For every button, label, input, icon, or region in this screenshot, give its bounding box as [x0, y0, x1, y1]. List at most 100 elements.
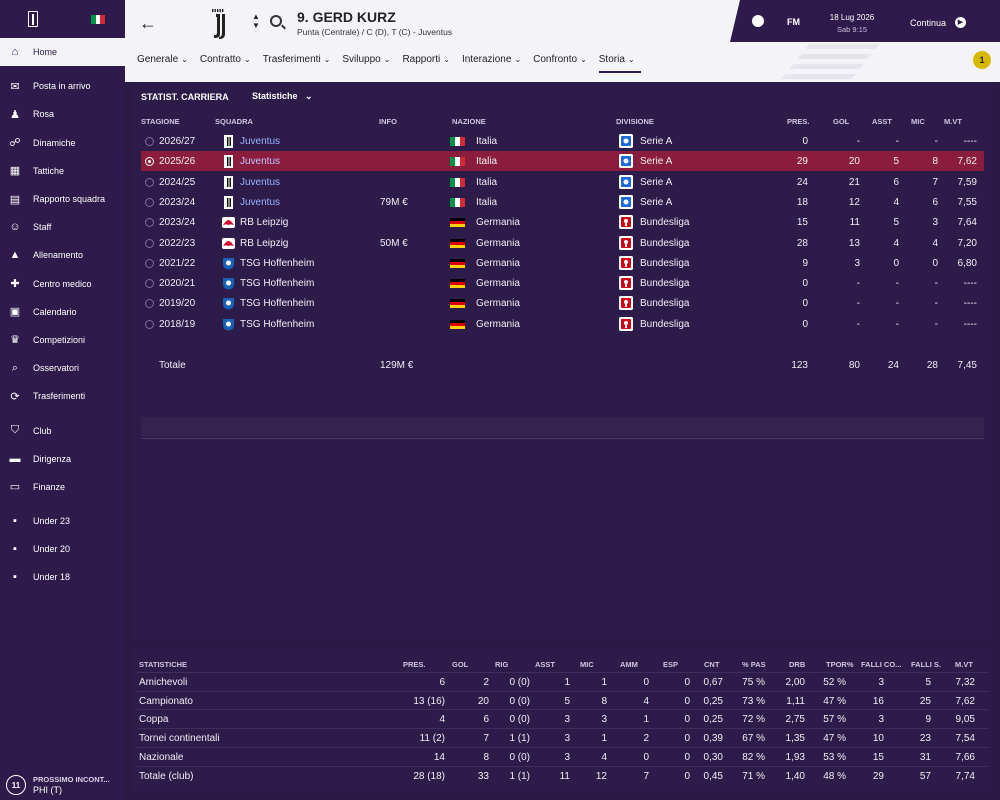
career-row[interactable]: 2022/23 RB Leipzig 50M € Germania Bundesliga… [141, 233, 984, 253]
team-link[interactable]: RB Leipzig [240, 237, 289, 249]
career-row[interactable]: 2023/24 RB Leipzig Germania Bundesliga 15 11 5… [141, 212, 984, 232]
division-link[interactable]: Serie A [640, 136, 673, 147]
stats-dropdown[interactable]: Statistiche ⌄ [252, 91, 313, 102]
italy-flag-icon[interactable] [91, 14, 106, 24]
sidebar-item-competizioni[interactable]: ♛ Competizioni [0, 326, 125, 354]
stats-column-header[interactable]: TPOR% [826, 660, 854, 669]
nation-link[interactable]: Germania [476, 318, 520, 330]
stats-column-header[interactable]: PRES. [403, 660, 426, 669]
sidebar-item-club[interactable]: ⛉ Club [0, 416, 125, 444]
nation-link[interactable]: Italia [476, 136, 498, 147]
tab-contratto[interactable]: Contratto ⌄ [200, 52, 257, 73]
stats-column-header[interactable]: DRB [789, 660, 806, 669]
row-select-radio[interactable] [145, 299, 154, 309]
sidebar-item-trasferimenti[interactable]: ⟳ Trasferimenti [0, 382, 125, 410]
career-row[interactable]: 2026/27 Juventus Italia Serie A 0- - - ---- [141, 131, 984, 151]
stats-column-header[interactable]: M.VT [955, 660, 973, 669]
career-row[interactable]: 2023/24 Juventus 79M € Italia Serie A 18 12 4 6 7… [141, 192, 984, 212]
stats-column-header[interactable]: FALLI S. [911, 660, 941, 669]
stats-column-header[interactable]: ESP [663, 660, 679, 669]
division-link[interactable]: Bundesliga [640, 217, 690, 229]
row-select-radio[interactable] [145, 157, 154, 167]
division-link[interactable]: Bundesliga [640, 257, 690, 269]
tab-generale[interactable]: Generale ⌄ [137, 52, 194, 73]
career-row[interactable]: 2024/25 Juventus Italia Serie A 24 21 6 7 7,59 [141, 172, 984, 192]
career-row[interactable]: 2021/22 TSG Hoffenheim Germania Bundesliga 9… [141, 253, 984, 273]
division-link[interactable]: Bundesliga [640, 278, 690, 290]
sidebar-item-home[interactable]: ⌂ Home [0, 38, 125, 67]
sidebar-item-posta-in-arrivo[interactable]: ✉ Posta in arrivo [0, 72, 125, 100]
division-link[interactable]: Serie A [640, 196, 673, 208]
career-row[interactable]: 2019/20 TSG Hoffenheim Germania Bundesliga 0… [141, 293, 984, 313]
sidebar-item-dirigenza[interactable]: ▬ Dirigenza [0, 445, 125, 473]
sidebar-item-calendario[interactable]: ▣ Calendario [0, 298, 125, 326]
career-row[interactable]: 2018/19 TSG Hoffenheim Germania Bundesliga 0… [141, 314, 984, 334]
stats-column-header[interactable]: MIC [580, 660, 594, 669]
column-header[interactable]: ASST [872, 117, 893, 126]
notification-alert-icon[interactable]: 1 [973, 51, 991, 69]
row-select-radio[interactable] [145, 238, 154, 248]
continue-arrow-icon[interactable]: ▶ [955, 17, 966, 28]
column-header[interactable]: M.VT [944, 117, 962, 126]
tab-storia[interactable]: Storia ⌄ [598, 52, 641, 73]
row-select-radio[interactable] [145, 279, 154, 289]
stats-column-header[interactable]: STATISTICHE [139, 660, 188, 669]
nation-link[interactable]: Germania [476, 237, 520, 249]
team-link[interactable]: RB Leipzig [240, 217, 289, 229]
sidebar-item-rosa[interactable]: ♟ Rosa [0, 100, 125, 128]
column-header[interactable]: SQUADRA [215, 117, 253, 126]
team-link[interactable]: TSG Hoffenheim [240, 318, 315, 330]
division-link[interactable]: Bundesliga [640, 237, 690, 249]
team-link[interactable]: TSG Hoffenheim [240, 278, 315, 290]
sidebar-item-osservatori[interactable]: ⌕ Osservatori [0, 354, 125, 382]
sidebar-item-under-20[interactable]: ▪ Under 20 [0, 535, 125, 563]
sidebar-item-centro-medico[interactable]: ✚ Centro medico [0, 270, 125, 298]
nation-link[interactable]: Germania [476, 278, 520, 290]
stats-column-header[interactable]: FALLI CO... [861, 660, 902, 669]
row-select-radio[interactable] [145, 319, 154, 329]
sidebar-item-under-23[interactable]: ▪ Under 23 [0, 507, 125, 535]
column-header[interactable]: DIVISIONE [616, 117, 654, 126]
nation-link[interactable]: Italia [476, 176, 498, 188]
column-header[interactable]: INFO [379, 117, 397, 126]
division-link[interactable]: Bundesliga [640, 298, 690, 310]
next-match[interactable]: 11 PROSSIMO INCONT... PHI (T) [0, 770, 125, 800]
column-header[interactable]: GOL [833, 117, 850, 126]
sidebar-item-under-18[interactable]: ▪ Under 18 [0, 563, 125, 591]
tab-confronto[interactable]: Confronto ⌄ [533, 52, 593, 73]
sidebar-item-staff[interactable]: ☺ Staff [0, 213, 125, 241]
nation-link[interactable]: Italia [476, 156, 498, 168]
stats-column-header[interactable]: CNT [704, 660, 720, 669]
sidebar-item-dinamiche[interactable]: ☍ Dinamiche [0, 129, 125, 157]
career-row[interactable]: 2025/26 Juventus Italia Serie A 29 20 5 8 7,62 [141, 151, 984, 172]
search-icon[interactable] [270, 15, 282, 27]
row-select-radio[interactable] [145, 137, 154, 146]
nation-link[interactable]: Germania [476, 217, 520, 229]
back-arrow-icon[interactable]: ← [139, 13, 157, 33]
player-switch-arrows[interactable]: ▲ ▼ [252, 12, 260, 30]
sidebar-item-allenamento[interactable]: ▲ Allenamento [0, 241, 125, 269]
stats-column-header[interactable]: GOL [452, 660, 469, 669]
row-select-radio[interactable] [145, 177, 154, 187]
continue-button[interactable]: Continua [910, 18, 947, 28]
column-header[interactable]: NAZIONE [452, 117, 486, 126]
stats-column-header[interactable]: AMM [620, 660, 638, 669]
row-select-radio[interactable] [145, 258, 154, 268]
nation-link[interactable]: Germania [476, 257, 520, 269]
sidebar-item-tattiche[interactable]: ▦ Tattiche [0, 157, 125, 185]
sidebar-item-rapporto-squadra[interactable]: ▤ Rapporto squadra [0, 185, 125, 213]
club-logo-icon[interactable] [28, 11, 38, 27]
column-header[interactable]: PRES. [787, 117, 810, 126]
team-link[interactable]: TSG Hoffenheim [240, 257, 315, 269]
division-link[interactable]: Serie A [640, 156, 673, 168]
team-link[interactable]: Juventus [240, 136, 281, 147]
stats-column-header[interactable]: RIG [495, 660, 509, 669]
division-link[interactable]: Bundesliga [640, 318, 690, 330]
tab-sviluppo[interactable]: Sviluppo ⌄ [342, 52, 396, 73]
row-select-radio[interactable] [145, 197, 154, 207]
team-link[interactable]: TSG Hoffenheim [240, 298, 315, 310]
tab-rapporti[interactable]: Rapporti ⌄ [402, 52, 456, 73]
nation-link[interactable]: Italia [476, 196, 498, 208]
career-row[interactable]: 2020/21 TSG Hoffenheim Germania Bundesliga 0… [141, 273, 984, 293]
fm-logo[interactable]: FM [787, 17, 800, 27]
